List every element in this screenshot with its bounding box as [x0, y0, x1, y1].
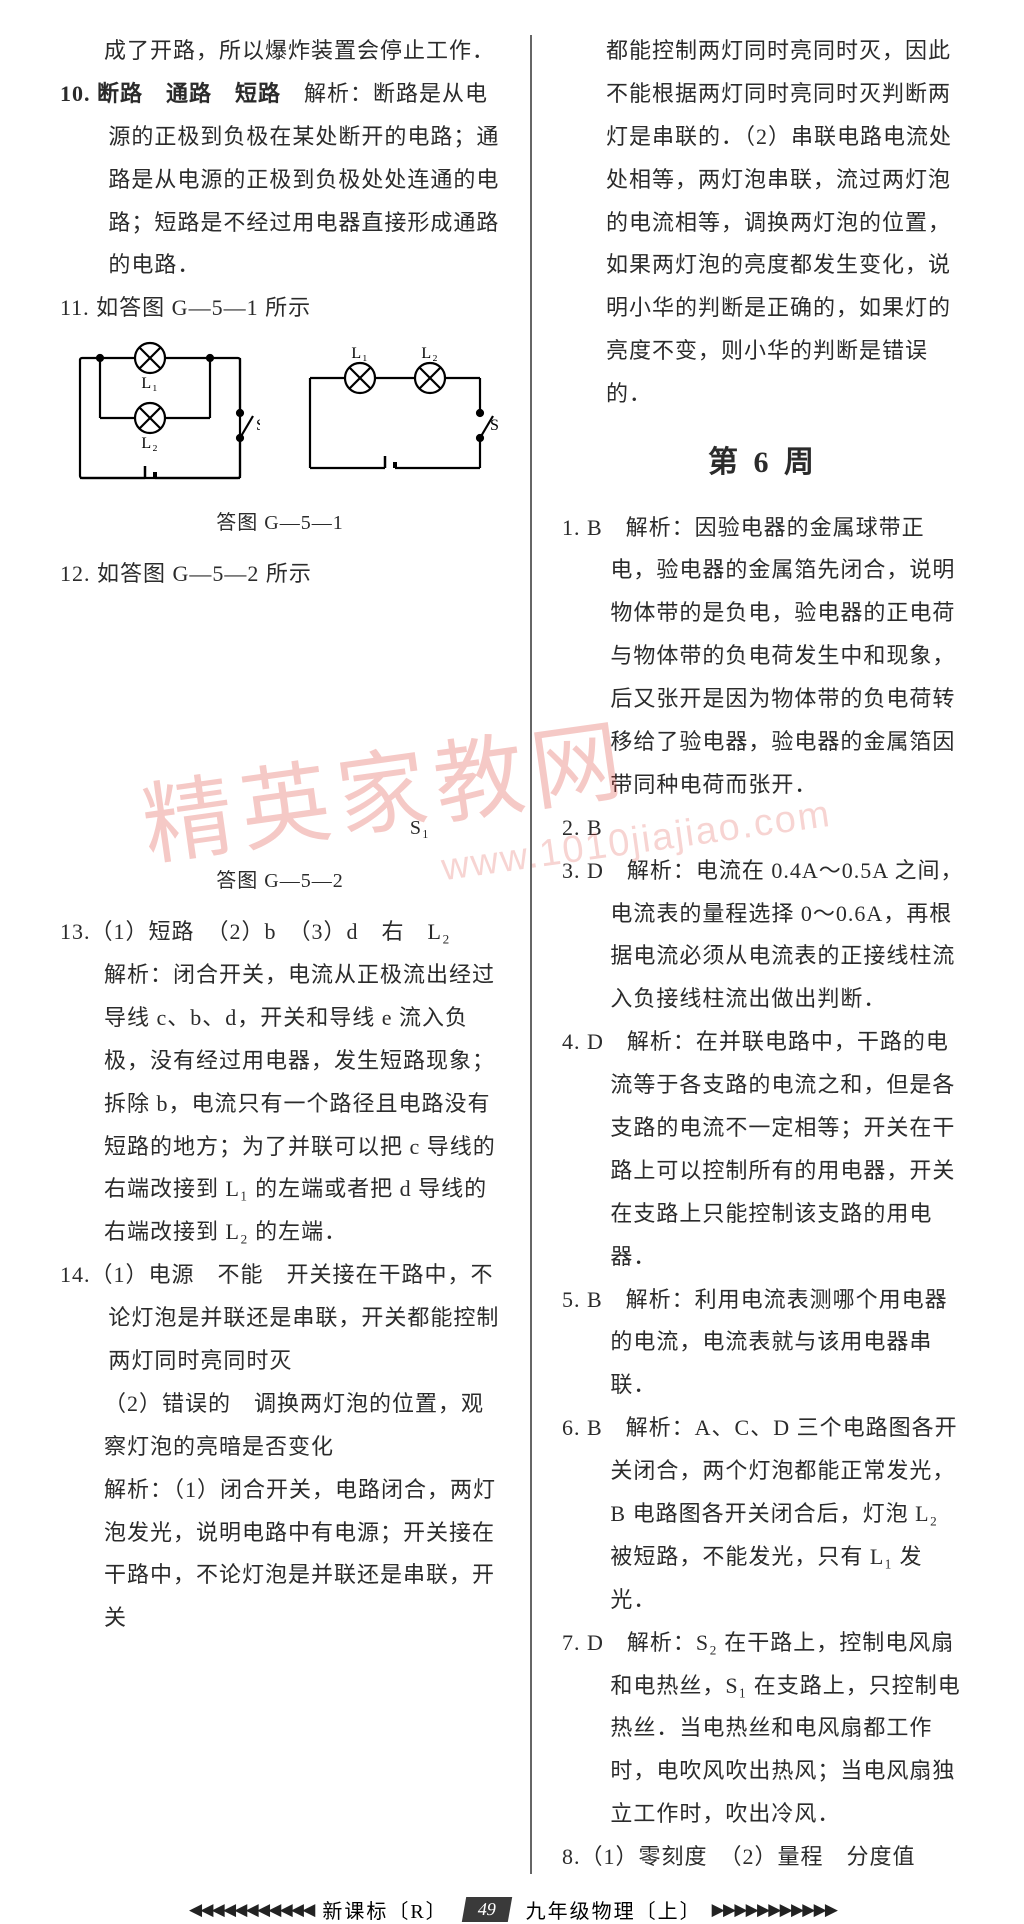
- answer-item-1: 1. B 解析：因验电器的金属球带正电，验电器的金属箔先闭合，说明物体带的是负电…: [562, 507, 964, 807]
- week-heading: 第 6 周: [562, 434, 964, 493]
- svg-text:L₁: L₁: [141, 375, 158, 392]
- answer-item-5: 5. B 解析：利用电流表测哪个用电器的电流，电流表就与该用电器串联．: [562, 1279, 964, 1408]
- continuation-text-right: 都能控制两灯同时亮同时灭，因此不能根据两灯同时亮同时灭判断两灯是串联的．（2）串…: [562, 30, 964, 416]
- footer-left-text: 新课标〔R〕: [322, 1895, 447, 1924]
- footer-right-text: 九年级物理〔上〕: [526, 1895, 702, 1924]
- right-column: 都能控制两灯同时亮同时灭，因此不能根据两灯同时亮同时灭判断两灯是串联的．（2）串…: [562, 30, 964, 1879]
- arrows-left-icon: ◀ ◀ ◀ ◀ ◀ ◀ ◀ ◀ ◀ ◀ ◀: [189, 1900, 312, 1920]
- answer-item-4: 4. D 解析：在并联电路中，干路的电流等于各支路的电流之和，但是各支路的电流不…: [562, 1021, 964, 1278]
- svg-text:L₂: L₂: [141, 435, 158, 452]
- circuit-diagram-row: L₁ L₂ S: [60, 338, 500, 498]
- svg-text:L₁: L₁: [351, 345, 368, 362]
- page-footer: ◀ ◀ ◀ ◀ ◀ ◀ ◀ ◀ ◀ ◀ ◀ 新课标〔R〕 49 九年级物理〔上〕…: [60, 1895, 964, 1924]
- circuit-diagram-g51-right: L₁ L₂ S: [290, 338, 500, 498]
- answer-item-13: 13.（1）短路 （2）b （3）d 右 L₂: [60, 911, 500, 954]
- analysis-text: 解析：断路是从电源的正极到负极在某处断开的电路；通路是从电源的正极到负极处处连通…: [108, 81, 499, 278]
- arrows-right-icon: ▶ ▶ ▶ ▶ ▶ ▶ ▶ ▶ ▶ ▶ ▶: [712, 1900, 835, 1920]
- answer-item-10: 10. 断路 通路 短路 解析：断路是从电源的正极到负极在某处断开的电路；通路是…: [60, 73, 500, 287]
- answer-item-7: 7. D 解析：S₂ 在干路上，控制电风扇和电热丝，S₁ 在支路上，只控制电热丝…: [562, 1622, 964, 1836]
- answer-item-6: 6. B 解析：A、C、D 三个电路图各开关闭合，两个灯泡都能正常发光，B 电路…: [562, 1407, 964, 1621]
- switch-label-s1: S₁: [410, 809, 430, 848]
- item-text: 13.（1）短路 （2）b （3）d 右 L₂: [60, 919, 451, 944]
- svg-text:S: S: [490, 417, 500, 434]
- svg-text:S: S: [256, 417, 260, 434]
- item-number: 10. 断路 通路 短路: [60, 81, 304, 106]
- two-column-layout: 成了开路，所以爆炸装置会停止工作． 10. 断路 通路 短路 解析：断路是从电源…: [60, 30, 964, 1879]
- svg-text:L₂: L₂: [421, 345, 438, 362]
- item-text: 12. 如答图 G—5—2 所示: [60, 561, 312, 586]
- answer-item-12: 12. 如答图 G—5—2 所示: [60, 553, 500, 596]
- answer-item-2: 2. B: [562, 807, 964, 850]
- analysis-14: 解析：（1）闭合开关，电路闭合，两灯泡发光，说明电路中有电源；开关接在干路中，不…: [60, 1469, 500, 1641]
- column-divider: [530, 35, 532, 1874]
- answer-item-14-1: 14.（1）电源 不能 开关接在干路中，不论灯泡是并联还是串联，开关都能控制两灯…: [60, 1254, 500, 1383]
- figure-caption-g51: 答图 G—5—1: [60, 504, 500, 543]
- answer-item-8: 8.（1）零刻度 （2）量程 分度值: [562, 1836, 964, 1879]
- page-number-badge: 49: [461, 1897, 511, 1922]
- figure-placeholder-g52: S₁: [60, 596, 500, 856]
- page-container: 成了开路，所以爆炸装置会停止工作． 10. 断路 通路 短路 解析：断路是从电源…: [0, 0, 1024, 1606]
- left-column: 成了开路，所以爆炸装置会停止工作． 10. 断路 通路 短路 解析：断路是从电源…: [60, 30, 500, 1879]
- circuit-diagram-g51-left: L₁ L₂ S: [60, 338, 260, 498]
- answer-item-14-2: （2）错误的 调换两灯泡的位置，观察灯泡的亮暗是否变化: [60, 1383, 500, 1469]
- answer-item-3: 3. D 解析：电流在 0.4A～0.5A 之间，电流表的量程选择 0～0.6A…: [562, 850, 964, 1022]
- item-text: 11. 如答图 G—5—1 所示: [60, 295, 311, 320]
- analysis-13: 解析：闭合开关，电流从正极流出经过导线 c、b、d，开关和导线 e 流入负极，没…: [60, 954, 500, 1254]
- item-text: 14.（1）电源 不能 开关接在干路中，不论灯泡是并联还是串联，开关都能控制两灯…: [60, 1262, 499, 1373]
- figure-caption-g52: 答图 G—5—2: [60, 862, 500, 901]
- continuation-text: 成了开路，所以爆炸装置会停止工作．: [60, 30, 500, 73]
- answer-item-11: 11. 如答图 G—5—1 所示: [60, 287, 500, 330]
